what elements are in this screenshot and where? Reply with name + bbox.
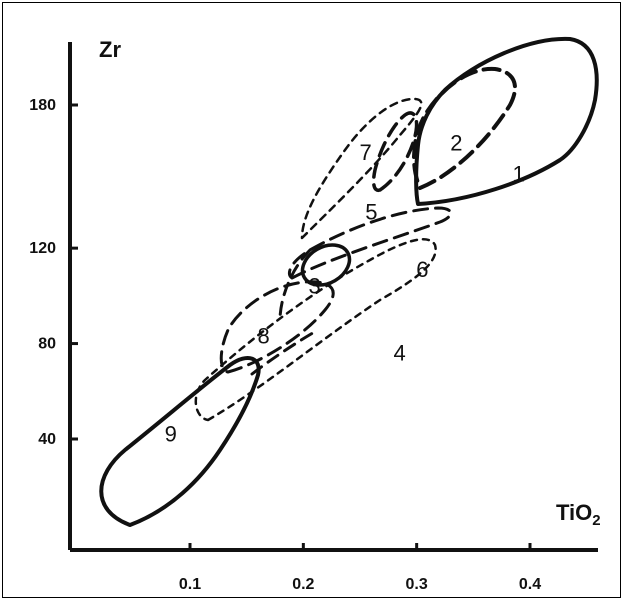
field-label-9: 9 bbox=[165, 421, 177, 446]
field-5-outline bbox=[371, 111, 419, 193]
y-tick-label-3: 180 bbox=[29, 97, 56, 114]
y-axis-title: Zr bbox=[99, 37, 121, 62]
field-1-outline bbox=[414, 36, 599, 206]
field-label-2: 2 bbox=[450, 130, 462, 155]
y-tick-label-1: 80 bbox=[38, 336, 56, 353]
field-label-7: 7 bbox=[360, 140, 372, 165]
field-label-1: 1 bbox=[513, 161, 525, 186]
y-tick-label-0: 40 bbox=[38, 431, 56, 448]
x-tick-label-3: 0.4 bbox=[519, 576, 541, 593]
field-3-tail bbox=[278, 248, 312, 322]
x-axis-title: TiO2 bbox=[556, 500, 601, 529]
field-6-outline bbox=[287, 206, 453, 280]
x-tick-label-1: 0.2 bbox=[292, 576, 314, 593]
field-8-outline bbox=[219, 280, 335, 374]
field-label-8: 8 bbox=[258, 324, 270, 349]
field-label-3: 3 bbox=[309, 273, 321, 298]
x-tick-label-2: 0.3 bbox=[406, 576, 428, 593]
field-label-5: 5 bbox=[365, 200, 377, 225]
field-label-4: 4 bbox=[394, 340, 406, 365]
field-label-6: 6 bbox=[416, 257, 428, 282]
x-tick-label-0: 0.1 bbox=[179, 576, 201, 593]
field-3-outline bbox=[300, 243, 352, 287]
field-9-outline bbox=[99, 355, 261, 527]
y-tick-label-2: 120 bbox=[29, 240, 56, 257]
field-2-outline bbox=[412, 66, 517, 190]
field-7-outline bbox=[300, 97, 423, 240]
field-4-outline bbox=[194, 238, 437, 422]
field-8-link bbox=[250, 328, 320, 376]
